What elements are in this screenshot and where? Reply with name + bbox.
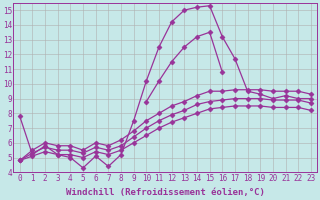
X-axis label: Windchill (Refroidissement éolien,°C): Windchill (Refroidissement éolien,°C) <box>66 188 265 197</box>
